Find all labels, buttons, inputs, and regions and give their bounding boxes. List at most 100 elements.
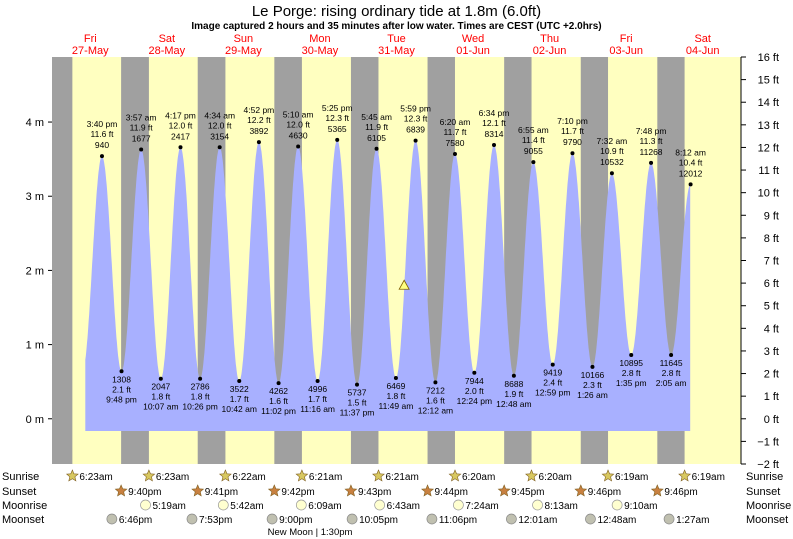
high-tide-m-label: 9790 — [563, 137, 582, 147]
y-right-tick-label: 4 ft — [764, 323, 779, 335]
low-tide-time-label: 10:07 am — [143, 402, 178, 412]
high-tide-ft-label: 11.7 ft — [443, 127, 467, 137]
moonrise-icon — [374, 499, 385, 511]
day-name-label: Tue — [387, 33, 406, 45]
moonrise-row-label-left: Moonrise — [2, 500, 47, 512]
high-tide-ft-label: 12.2 ft — [247, 115, 271, 125]
sunset-icon — [191, 484, 205, 497]
moonset-icon — [186, 513, 198, 525]
day-name-label: Fri — [84, 33, 97, 45]
low-tide-ft-label: 1.8 ft — [191, 392, 211, 402]
y-right-tick-label: 15 ft — [758, 75, 779, 87]
high-tide-time-label: 3:40 pm — [87, 119, 118, 129]
sunset-time: 9:43pm — [358, 487, 391, 498]
sunset-icon — [344, 484, 358, 497]
y-right-tick-label: 3 ft — [764, 346, 779, 358]
low-tide-ft-label: 2.8 ft — [662, 368, 682, 378]
sunset-row-label-left: Sunset — [2, 486, 36, 498]
low-tide-time-label: 12:48 am — [496, 399, 531, 409]
low-tide-point — [158, 376, 163, 381]
high-tide-m-label: 8314 — [485, 129, 504, 139]
low-tide-ft-label: 2.1 ft — [112, 384, 132, 394]
low-tide-time-label: 11:37 pm — [340, 408, 375, 418]
high-tide-time-label: 5:10 am — [283, 110, 314, 120]
low-tide-m-label: 9419 — [543, 368, 562, 378]
moonset-icon — [663, 513, 675, 525]
sun-moon-table: Sunrise Sunrise Sunset Sunset Moonrise Moonri… — [2, 469, 791, 538]
sunset-time: 9:40pm — [128, 487, 161, 498]
sunrise-time: 6:20am — [462, 472, 495, 483]
day-name-label: Thu — [540, 33, 559, 45]
y-right-tick-label: −1 ft — [757, 436, 779, 448]
high-tide-m-label: 940 — [95, 140, 109, 150]
y-right-tick-label: 0 ft — [764, 414, 779, 426]
moonset-icon — [506, 513, 517, 525]
high-tide-ft-label: 12.3 ft — [325, 113, 349, 123]
moonset-icon — [106, 513, 118, 525]
day-date-label: 29-May — [225, 45, 262, 57]
low-tide-time-label: 11:49 am — [379, 401, 414, 411]
moonset-time: 1:27am — [676, 515, 709, 526]
moonset-icon — [426, 513, 438, 525]
y-right-tick-label: 7 ft — [764, 256, 779, 268]
high-tide-time-label: 7:10 pm — [557, 116, 588, 126]
moonset-icon — [266, 513, 278, 525]
sunset-time: 9:46pm — [588, 487, 621, 498]
moonrise-row-label-right: Moonrise — [746, 500, 791, 512]
sunrise-time: 6:23am — [79, 472, 112, 483]
y-right-tick-label: 12 ft — [758, 142, 779, 154]
y-right-tick-label: 13 ft — [758, 120, 779, 132]
moonrise-time: 6:43am — [387, 501, 420, 512]
tide-area — [85, 139, 691, 432]
low-tide-ft-label: 1.8 ft — [386, 391, 406, 401]
high-tide-time-label: 4:17 pm — [165, 110, 196, 120]
low-tide-point — [472, 370, 477, 375]
low-tide-point — [119, 369, 124, 374]
sunrise-icon — [295, 469, 309, 482]
moonrise-icon — [611, 499, 623, 511]
day-date-label: 03-Jun — [609, 45, 643, 57]
low-tide-point — [315, 378, 320, 383]
sunrise-icon — [372, 469, 385, 482]
day-name-label: Mon — [309, 33, 330, 45]
high-tide-ft-label: 11.7 ft — [561, 126, 585, 136]
high-tide-point — [609, 171, 614, 176]
y-right-tick-label: 5 ft — [764, 301, 779, 313]
sunrise-icon — [448, 469, 462, 482]
low-tide-ft-label: 1.7 ft — [230, 394, 250, 404]
day-date-label: 02-Jun — [533, 45, 567, 57]
low-tide-m-label: 11645 — [660, 358, 683, 368]
high-tide-time-label: 3:57 am — [126, 112, 157, 122]
high-tide-ft-label: 12.0 ft — [169, 120, 193, 130]
sunset-time: 9:41pm — [205, 487, 238, 498]
low-tide-m-label: 7212 — [426, 385, 445, 395]
day-headers: Fri27-MaySat28-MaySun29-MayMon30-MayTue3… — [72, 33, 720, 57]
daylight-band — [684, 57, 741, 464]
low-tide-time-label: 10:26 pm — [182, 402, 217, 412]
low-tide-point — [198, 376, 203, 381]
sunrise-row-label-right: Sunrise — [746, 471, 783, 483]
high-tide-m-label: 11268 — [640, 147, 663, 157]
moonrise-time: 8:13am — [545, 501, 578, 512]
tide-curve — [85, 139, 691, 432]
y-right-tick-label: 11 ft — [758, 165, 779, 177]
high-tide-point — [178, 145, 183, 150]
day-date-label: 30-May — [302, 45, 339, 57]
low-tide-ft-label: 1.6 ft — [269, 396, 289, 406]
y-left-tick-label: 0 m — [26, 414, 44, 426]
low-tide-point — [629, 352, 634, 357]
low-tide-ft-label: 1.6 ft — [426, 395, 446, 405]
low-tide-time-label: 1:35 pm — [616, 378, 647, 388]
moonset-time: 11:06pm — [439, 515, 477, 526]
y-right-tick-label: 10 ft — [758, 188, 779, 200]
day-date-label: 28-May — [148, 45, 185, 57]
high-tide-point — [139, 147, 144, 152]
high-tide-m-label: 6839 — [406, 125, 425, 135]
sunset-icon — [497, 484, 511, 497]
sunrise-time: 6:19am — [615, 472, 648, 483]
high-tide-time-label: 6:34 pm — [479, 108, 510, 118]
moonrise-time: 6:09am — [308, 501, 341, 512]
high-tide-m-label: 3892 — [249, 126, 268, 136]
low-tide-ft-label: 2.3 ft — [583, 380, 603, 390]
